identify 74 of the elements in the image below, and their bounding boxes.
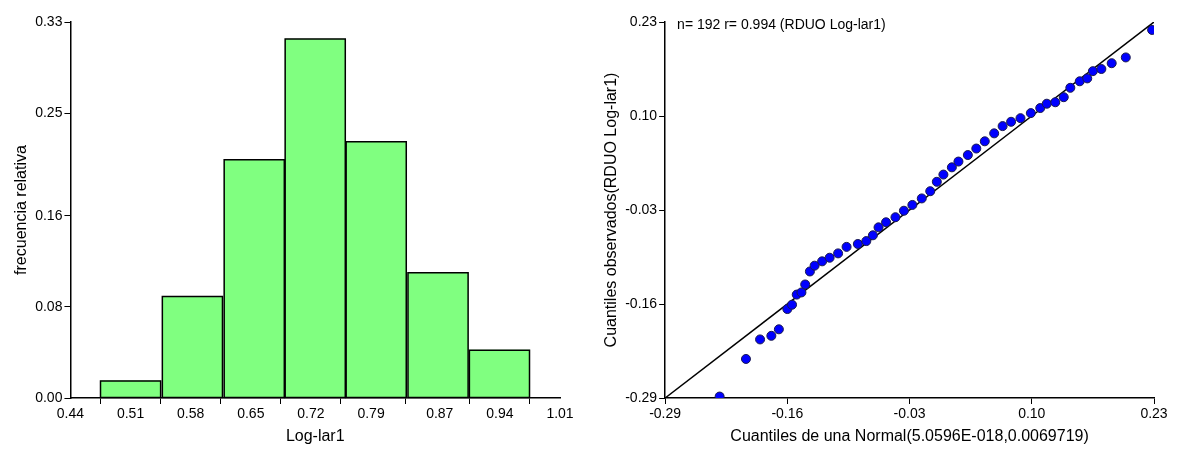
point: [946, 162, 957, 173]
point: [1106, 58, 1117, 69]
point: [890, 212, 901, 223]
y-tick-label: 0.23: [629, 12, 658, 29]
point: [925, 186, 936, 197]
point: [1082, 73, 1093, 84]
point: [1041, 98, 1052, 109]
point: [962, 150, 973, 161]
point: [989, 128, 1000, 139]
point: [796, 287, 807, 298]
point: [953, 156, 964, 167]
point: [800, 279, 811, 290]
point: [833, 248, 844, 259]
point: [1006, 116, 1017, 127]
point: [1025, 108, 1036, 119]
x-tick-label: -0.03: [893, 405, 926, 422]
x-tick-label: 0.65: [237, 405, 265, 422]
y-tick-label: -0.16: [625, 294, 658, 311]
point: [1120, 52, 1131, 63]
x-tick-label: 0.87: [426, 405, 454, 422]
y-axis-title: frecuencia relativa: [12, 144, 30, 275]
point: [907, 199, 918, 210]
x-axis-title: Cuantiles de una Normal(5.0596E-018,0.0069719): [730, 426, 1089, 444]
point: [873, 222, 884, 233]
y-tick-label: 0.10: [629, 106, 658, 123]
point: [1065, 82, 1076, 93]
point: [881, 217, 892, 228]
point: [787, 299, 798, 310]
point: [931, 176, 942, 187]
y-tick-label: 0.08: [35, 297, 63, 314]
point: [997, 121, 1008, 132]
y-tick-label: 0.33: [35, 12, 63, 29]
x-tick-label: 0.10: [1018, 405, 1046, 422]
point: [773, 324, 784, 335]
point: [766, 330, 777, 341]
point: [817, 256, 828, 267]
point: [979, 136, 990, 147]
point: [971, 143, 982, 154]
x-tick-label: 1.01: [546, 405, 574, 422]
point: [867, 230, 878, 241]
point: [1074, 76, 1085, 87]
point: [1058, 92, 1069, 103]
x-tick-label: 0.94: [486, 405, 514, 422]
x-tick-label: 0.79: [357, 405, 385, 422]
point: [1096, 64, 1107, 74]
point: [898, 205, 909, 216]
x-tick-label: 0.44: [56, 405, 85, 422]
x-tick-label: 0.23: [1140, 405, 1168, 422]
x-tick-label: -0.29: [649, 405, 682, 422]
x-tick-label: 0.58: [177, 405, 205, 422]
point: [740, 353, 751, 364]
point: [755, 334, 766, 345]
y-tick-label: 0.25: [35, 104, 63, 121]
point: [861, 236, 872, 247]
y-tick-label: 0.16: [35, 206, 63, 223]
point: [809, 260, 820, 271]
point: [841, 241, 852, 252]
point: [1050, 97, 1061, 108]
x-tick-label: -0.16: [771, 405, 804, 422]
point: [1087, 66, 1098, 77]
y-tick-label: -0.29: [625, 388, 658, 405]
point: [1015, 113, 1026, 124]
y-axis-title: Cuantiles observados(RDUO Log-lar1): [602, 72, 620, 348]
point: [852, 238, 863, 249]
point: [1035, 103, 1046, 114]
y-tick-label: -0.03: [625, 200, 658, 217]
point: [916, 193, 927, 204]
y-tick-label: 0.00: [35, 388, 63, 405]
point: [824, 252, 835, 263]
x-tick-label: 0.72: [297, 405, 325, 422]
annotation: n= 192 r= 0.994 (RDUO Log-lar1): [677, 15, 886, 32]
x-axis-title: Log-lar1: [285, 426, 345, 444]
x-tick-label: 0.51: [116, 405, 145, 422]
point: [938, 169, 949, 180]
